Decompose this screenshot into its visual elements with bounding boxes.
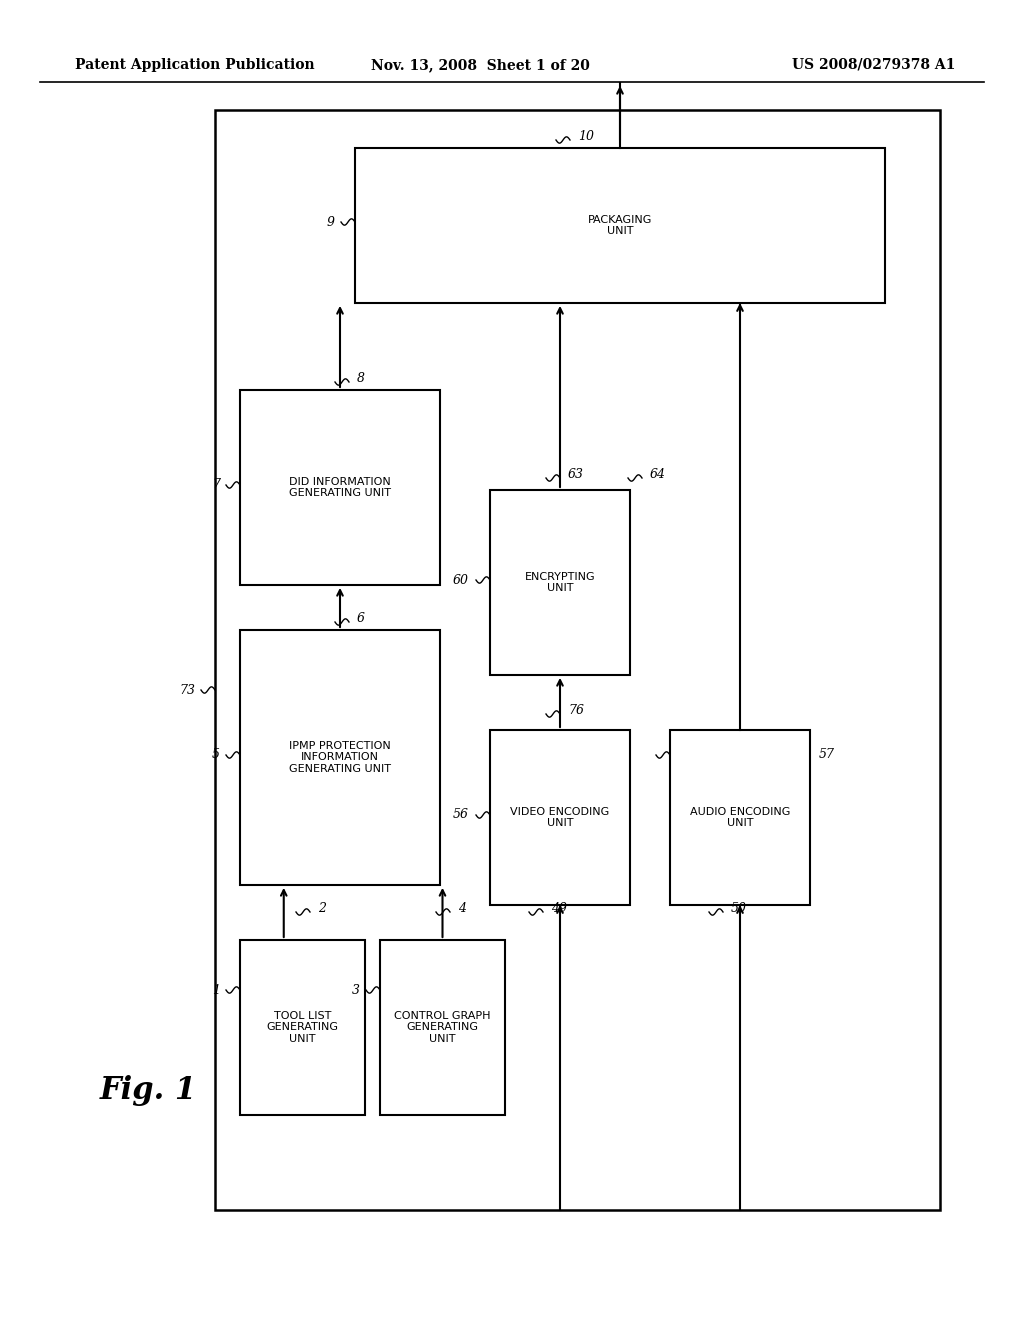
Text: 73: 73 [179,684,195,697]
Text: 50: 50 [731,902,746,915]
Bar [380,940,505,1115]
Bar [215,110,940,1210]
Text: 49: 49 [551,902,567,915]
Bar [490,490,630,675]
Text: 10: 10 [578,131,594,144]
Text: TOOL LIST
GENERATING
UNIT: TOOL LIST GENERATING UNIT [266,1011,339,1044]
Text: DID INFORMATION
GENERATING UNIT: DID INFORMATION GENERATING UNIT [289,477,391,498]
Text: 60: 60 [453,573,469,586]
Text: 1: 1 [212,983,220,997]
Text: ENCRYPTING
UNIT: ENCRYPTING UNIT [524,572,595,593]
Text: 63: 63 [568,467,584,480]
Text: Fig. 1: Fig. 1 [100,1074,198,1106]
Bar [670,730,810,906]
Text: 64: 64 [650,467,666,480]
Text: 76: 76 [568,704,584,717]
Text: CONTROL GRAPH
GENERATING
UNIT: CONTROL GRAPH GENERATING UNIT [394,1011,490,1044]
Bar [240,389,440,585]
Text: VIDEO ENCODING
UNIT: VIDEO ENCODING UNIT [510,807,609,829]
Text: 2: 2 [318,902,326,915]
Text: 9: 9 [327,215,335,228]
Bar [355,148,885,304]
Text: 57: 57 [819,748,835,762]
Bar [240,940,365,1115]
Text: US 2008/0279378 A1: US 2008/0279378 A1 [792,58,955,73]
Text: 8: 8 [357,371,365,384]
Text: AUDIO ENCODING
UNIT: AUDIO ENCODING UNIT [690,807,791,829]
Text: IPMP PROTECTION
INFORMATION
GENERATING UNIT: IPMP PROTECTION INFORMATION GENERATING U… [289,741,391,774]
Text: 56: 56 [453,808,469,821]
Bar [240,630,440,884]
Text: 3: 3 [352,983,360,997]
Text: 5: 5 [212,748,220,762]
Text: 4: 4 [458,902,466,915]
Text: PACKAGING
UNIT: PACKAGING UNIT [588,215,652,236]
Text: 6: 6 [357,611,365,624]
Bar [490,730,630,906]
Text: 7: 7 [212,479,220,491]
Text: Patent Application Publication: Patent Application Publication [75,58,314,73]
Text: Nov. 13, 2008  Sheet 1 of 20: Nov. 13, 2008 Sheet 1 of 20 [371,58,590,73]
